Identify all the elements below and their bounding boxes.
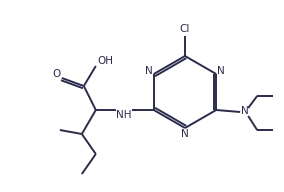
Text: Cl: Cl [180, 24, 190, 34]
Text: NH: NH [116, 110, 131, 120]
Text: N: N [217, 66, 225, 76]
Text: O: O [53, 69, 61, 79]
Text: N: N [241, 106, 249, 116]
Text: N: N [181, 129, 189, 139]
Text: OH: OH [98, 56, 114, 66]
Text: N: N [145, 66, 153, 76]
